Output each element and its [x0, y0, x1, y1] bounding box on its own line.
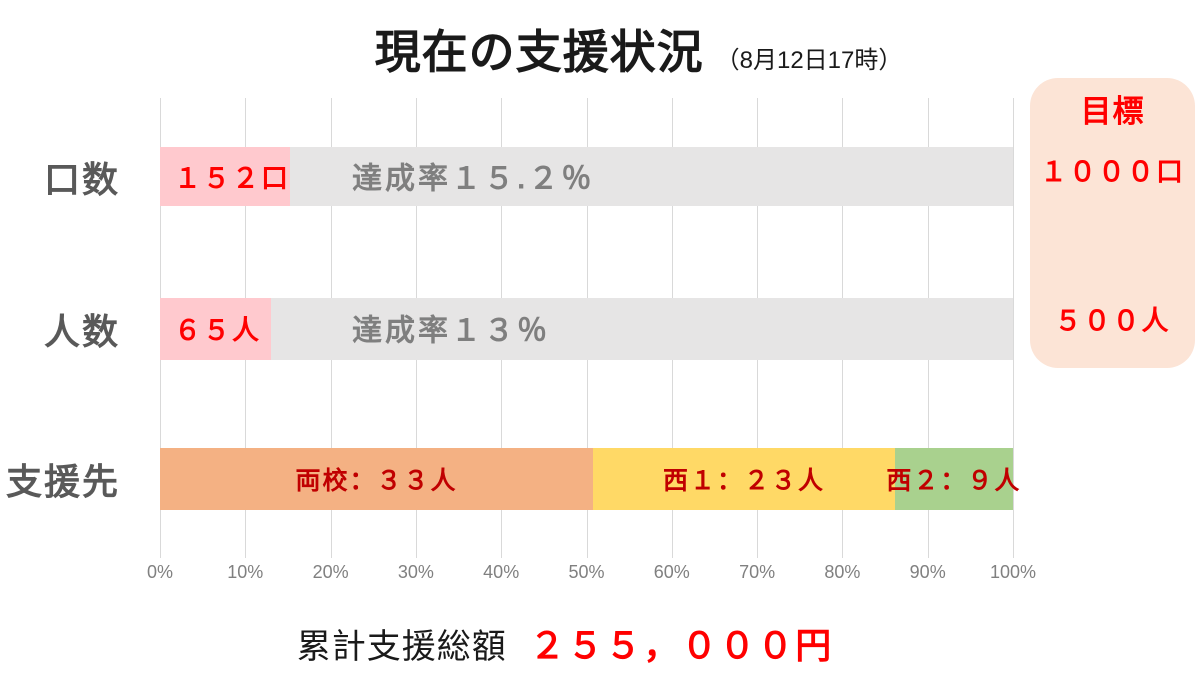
recipients-stacked-bar: 両校：３３人 西１：２３人 西２：９人	[160, 448, 1019, 510]
target-people-value: ５００人	[1054, 306, 1171, 336]
segment-west2-label: 西２：９人	[886, 467, 1022, 495]
plot-area: １５２口 達成率１５.２％ ６５人 達成率１３％ 両校：３３人 西１：２３人 西…	[160, 98, 1019, 558]
gridline	[1013, 98, 1014, 558]
units-bar: １５２口 達成率１５.２％	[160, 147, 1013, 206]
x-axis: 0% 10% 20% 30% 40% 50% 60% 70% 80% 90% 100%	[147, 562, 1036, 586]
axis-tick-label: 90%	[909, 562, 946, 582]
chart-title-date: （8月12日17時）	[715, 47, 903, 74]
axis-tick-label: 60%	[653, 562, 690, 582]
target-box: 目標 １０００口 ５００人	[1030, 78, 1195, 368]
segment-both-schools: 両校：３３人	[160, 448, 594, 510]
units-bar-fill	[160, 147, 290, 206]
axis-tick-label: 100%	[989, 562, 1037, 582]
segment-west1: 西１：２３人	[593, 448, 895, 510]
people-value-label: ６５人	[174, 315, 261, 346]
row-label-recipients: 支援先	[5, 461, 120, 502]
people-bar-fill	[160, 298, 271, 360]
units-value-label: １５２口	[174, 162, 290, 193]
axis-tick-label: 80%	[824, 562, 861, 582]
units-achievement-label: 達成率１５.２％	[352, 162, 595, 196]
axis-tick-label: 40%	[483, 562, 520, 582]
axis-tick-label: 20%	[312, 562, 349, 582]
people-achievement-label: 達成率１３％	[352, 314, 550, 348]
axis-tick-label: 50%	[568, 562, 605, 582]
people-bar: ６５人 達成率１３％	[160, 298, 1013, 360]
axis-tick-label: 0%	[146, 562, 174, 582]
segment-both-schools-label: 両校：３３人	[295, 467, 458, 495]
target-units-value: １０００口	[1040, 157, 1185, 187]
chart-title: 現在の支援状況	[374, 26, 704, 78]
footer-total: 累計支援総額 ２５５，０００円	[0, 617, 1130, 669]
chart-title-row: 現在の支援状況 （8月12日17時）	[75, 16, 1202, 82]
row-label-people: 人数	[43, 311, 120, 352]
row-label-units: 口数	[43, 158, 120, 200]
target-box-title: 目標	[1080, 94, 1145, 129]
axis-tick-label: 70%	[739, 562, 776, 582]
segment-west2: 西２：９人	[886, 448, 1019, 510]
axis-tick-label: 30%	[397, 562, 434, 582]
axis-tick-label: 10%	[227, 562, 264, 582]
footer-total-amount: ２５５，０００円	[529, 625, 834, 666]
footer-total-label: 累計支援総額	[296, 628, 507, 666]
segment-west1-label: 西１：２３人	[662, 467, 825, 495]
